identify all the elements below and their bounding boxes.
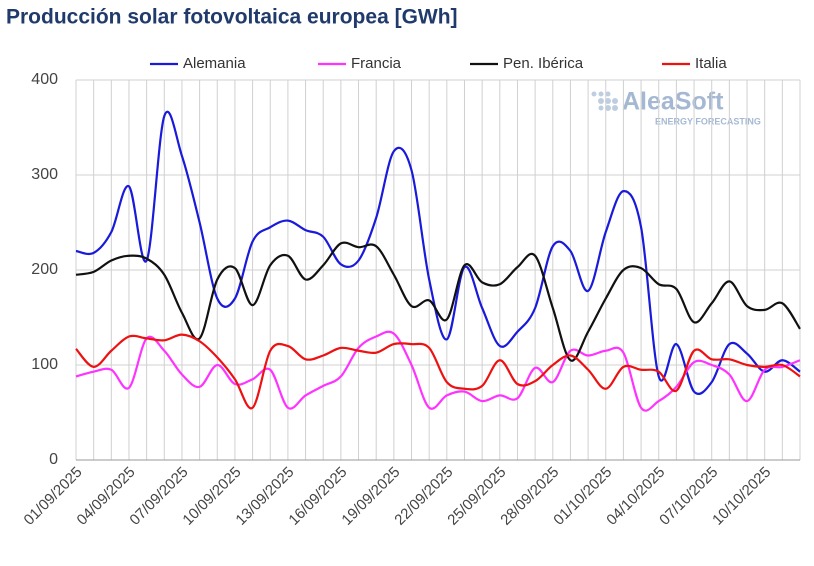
series-line: [75, 330, 801, 412]
y-tick-label: 400: [31, 71, 58, 88]
y-tick-label: 0: [49, 451, 58, 468]
y-tick-label: 300: [31, 166, 58, 183]
y-tick-label: 200: [31, 261, 58, 278]
legend-label: Alemania: [183, 55, 246, 72]
watermark: AleaSoft ENERGY FORECASTING: [591, 88, 761, 126]
watermark-brand: AleaSoft: [622, 88, 724, 116]
y-tick-label: 100: [31, 356, 58, 373]
legend-label: Italia: [695, 55, 727, 72]
chart-title: Producción solar fotovoltaica europea [G…: [6, 6, 458, 29]
series-line: [75, 110, 801, 395]
legend-label: Pen. Ibérica: [503, 55, 584, 72]
series-line: [75, 241, 801, 362]
watermark-tagline: ENERGY FORECASTING: [655, 116, 761, 126]
series-line: [75, 333, 801, 410]
legend-label: Francia: [351, 55, 402, 72]
